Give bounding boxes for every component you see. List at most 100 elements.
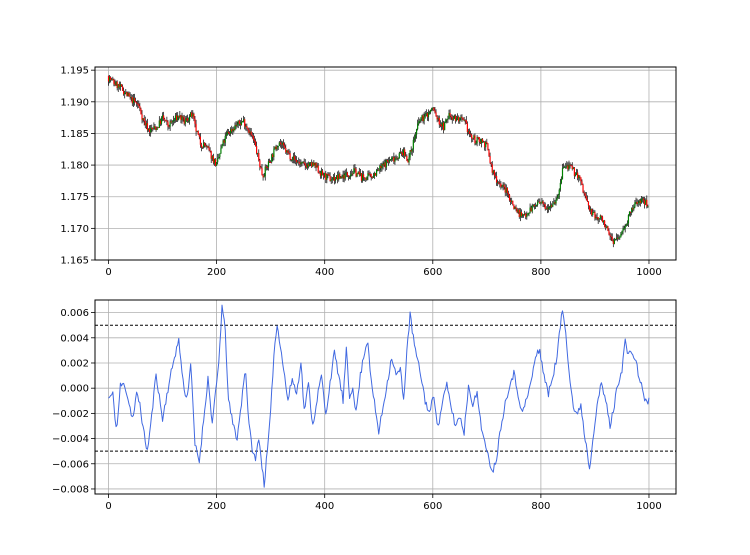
candle-body bbox=[499, 183, 501, 185]
candle-body bbox=[359, 173, 361, 175]
candle-body bbox=[139, 106, 141, 109]
candle-body bbox=[574, 174, 577, 176]
candle-body bbox=[334, 179, 337, 181]
candle bbox=[550, 201, 552, 212]
candle-body bbox=[121, 86, 124, 91]
candle bbox=[444, 121, 446, 131]
candle bbox=[623, 225, 625, 231]
candle-body bbox=[433, 107, 435, 111]
candle bbox=[572, 166, 574, 170]
candle-body bbox=[327, 173, 329, 175]
candle-body bbox=[497, 182, 499, 184]
candle bbox=[324, 172, 326, 178]
candle bbox=[526, 211, 528, 220]
candle-body bbox=[255, 145, 258, 154]
candle bbox=[195, 119, 197, 136]
candle bbox=[353, 164, 355, 175]
candle bbox=[300, 159, 302, 167]
candle-body bbox=[435, 112, 437, 117]
candle-body bbox=[137, 103, 139, 105]
candle-body bbox=[108, 77, 111, 82]
candle bbox=[130, 94, 132, 102]
candle-body bbox=[545, 208, 547, 210]
candle-body bbox=[209, 150, 211, 152]
candle-body bbox=[235, 125, 237, 127]
candle bbox=[184, 116, 186, 127]
candle-body bbox=[213, 159, 216, 163]
candle bbox=[573, 166, 575, 179]
candle-body bbox=[505, 187, 507, 193]
candle-body bbox=[243, 119, 245, 122]
candle-body bbox=[474, 135, 476, 144]
candle bbox=[160, 116, 163, 126]
candle bbox=[276, 145, 278, 151]
candle-body bbox=[230, 129, 232, 134]
candle bbox=[292, 152, 294, 164]
candle-body bbox=[542, 201, 544, 204]
candle-body bbox=[176, 115, 178, 121]
candle-body bbox=[543, 203, 545, 205]
candle bbox=[311, 159, 313, 168]
candle bbox=[281, 141, 284, 149]
candle bbox=[547, 204, 550, 213]
oscillator-line bbox=[108, 304, 650, 488]
candle-body bbox=[579, 175, 581, 178]
candle-body bbox=[445, 119, 447, 123]
candle bbox=[305, 162, 307, 169]
candle-body bbox=[628, 211, 631, 216]
candle bbox=[196, 130, 198, 133]
candle bbox=[227, 128, 230, 135]
candle-body bbox=[279, 142, 281, 144]
candle bbox=[562, 163, 565, 169]
candle bbox=[132, 93, 134, 107]
candle-body bbox=[455, 118, 458, 121]
candle-body bbox=[170, 121, 172, 123]
candle-body bbox=[330, 179, 332, 181]
candle bbox=[193, 112, 195, 122]
candle bbox=[173, 117, 176, 124]
candle bbox=[303, 158, 305, 166]
y-tick-label: 1.165 bbox=[60, 256, 89, 267]
candle-body bbox=[425, 113, 427, 115]
candle bbox=[232, 127, 234, 135]
candle-body bbox=[382, 164, 384, 166]
candle-body bbox=[461, 116, 463, 118]
candle bbox=[383, 159, 385, 167]
candle-body bbox=[438, 117, 440, 125]
candle bbox=[500, 181, 502, 190]
candle bbox=[596, 213, 598, 221]
candle bbox=[431, 107, 433, 112]
candle bbox=[143, 115, 145, 126]
candle bbox=[368, 170, 370, 176]
candle bbox=[521, 213, 524, 218]
candle bbox=[463, 116, 465, 122]
candle-body bbox=[159, 120, 161, 124]
candle-body bbox=[602, 220, 605, 222]
candle-body bbox=[404, 149, 406, 157]
candle-body bbox=[503, 184, 505, 187]
candle bbox=[320, 167, 323, 179]
candle bbox=[200, 142, 203, 152]
candle bbox=[251, 132, 253, 139]
candle bbox=[624, 223, 626, 233]
oscillator-y-axis: −0.008 −0.006 −0.004 −0.002 0.000 0.002 0.004 0… bbox=[52, 308, 95, 495]
candle bbox=[449, 109, 451, 120]
candle bbox=[201, 146, 204, 150]
candle-body bbox=[364, 177, 366, 179]
candle bbox=[558, 188, 560, 199]
candle-body bbox=[535, 204, 538, 206]
candle-body bbox=[406, 155, 408, 161]
candle-body bbox=[624, 226, 626, 229]
candle-body bbox=[153, 126, 155, 129]
candle-body bbox=[285, 147, 287, 153]
candle-body bbox=[530, 207, 532, 212]
y-tick-label: 0.002 bbox=[60, 358, 89, 369]
candle bbox=[159, 118, 161, 127]
candle-body bbox=[248, 129, 250, 134]
candle bbox=[397, 157, 399, 162]
candle bbox=[249, 127, 251, 137]
candle bbox=[635, 197, 637, 205]
candle-body bbox=[582, 184, 584, 193]
candle-body bbox=[217, 157, 219, 163]
candle bbox=[237, 120, 239, 129]
